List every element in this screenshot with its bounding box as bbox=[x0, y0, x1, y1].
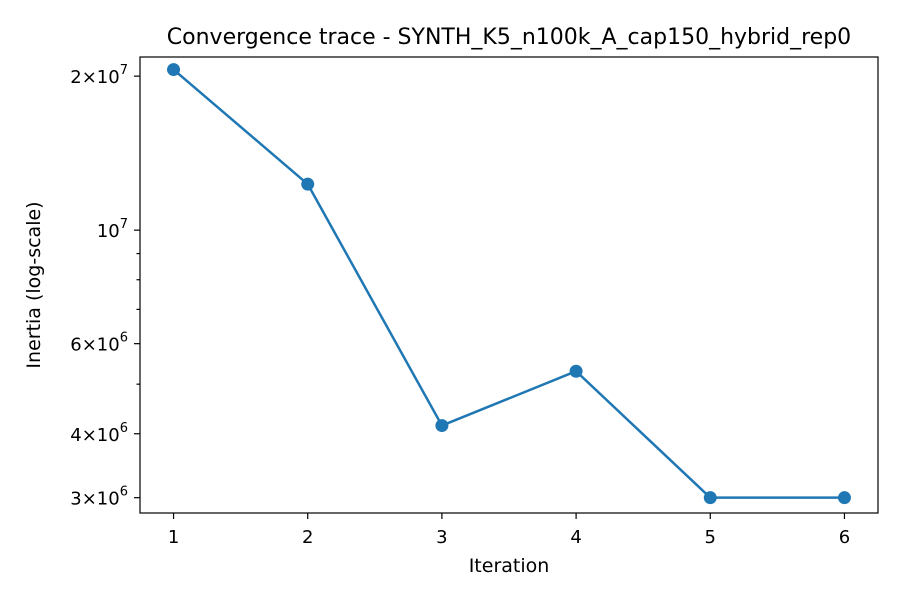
x-axis-label: Iteration bbox=[469, 555, 550, 577]
series-line bbox=[172, 68, 845, 499]
x-tick-label: 2 bbox=[302, 527, 313, 548]
x-tick-label: 4 bbox=[570, 527, 581, 548]
data-point bbox=[569, 364, 583, 378]
y-tick-label: 4×106 bbox=[70, 421, 128, 446]
data-point bbox=[703, 491, 717, 505]
x-tick-label: 1 bbox=[168, 527, 179, 548]
y-axis: 2×107 107 6×106 4×106 3×106 bbox=[70, 63, 140, 510]
chart-title: Convergence trace - SYNTH_K5_n100k_A_cap… bbox=[167, 25, 851, 50]
y-tick-label: 2×107 bbox=[70, 63, 128, 88]
y-tick-label: 6×106 bbox=[70, 331, 128, 356]
plot-frame bbox=[139, 56, 879, 514]
y-tick-label: 107 bbox=[97, 217, 128, 242]
y-axis-label: Inertia (log-scale) bbox=[23, 201, 45, 368]
data-point bbox=[435, 419, 449, 433]
x-tick-label: 5 bbox=[705, 527, 716, 548]
x-tick-label: 3 bbox=[436, 527, 447, 548]
data-point bbox=[837, 491, 851, 505]
y-tick-label: 3×106 bbox=[70, 485, 128, 510]
data-point bbox=[167, 63, 181, 77]
x-tick-label: 6 bbox=[839, 527, 850, 548]
plot-area bbox=[167, 63, 851, 505]
x-axis: 1 2 3 4 5 6 bbox=[168, 513, 850, 548]
data-point bbox=[301, 177, 315, 191]
